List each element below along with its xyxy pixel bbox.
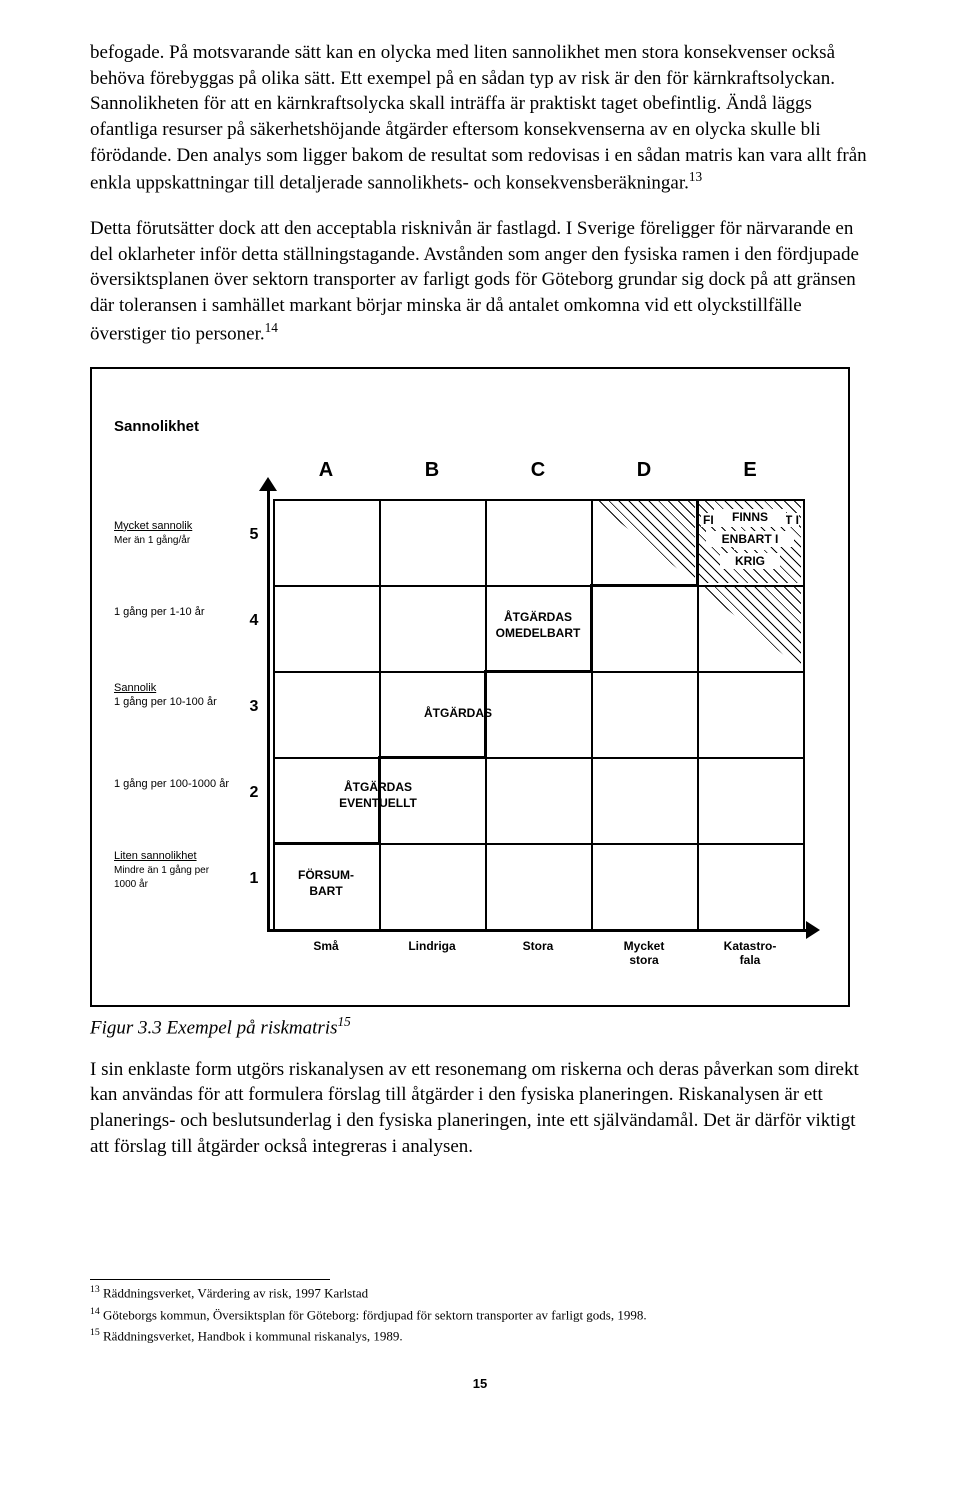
xlabel-2: Stora xyxy=(485,939,591,953)
risk-matrix-figure: Sannolikhet A B C D E Mycket sannolik Me… xyxy=(90,367,850,1007)
paragraph-2: Detta förutsätter dock att den acceptabl… xyxy=(90,216,870,347)
ylabel-5-head: Mycket sannolik xyxy=(114,520,192,532)
yaxis-title: Sannolikhet xyxy=(114,417,199,437)
paragraph-1-ref: 13 xyxy=(689,169,702,184)
ylabel-3: Sannolik 1 gång per 10-100 år xyxy=(114,681,234,710)
xlabel-1: Lindriga xyxy=(379,939,485,953)
ylabel-5-sub: Mer än 1 gång/år xyxy=(114,535,190,546)
ylabel-4: 1 gång per 1-10 år xyxy=(114,605,234,619)
paragraph-1: befogade. På motsvarande sätt kan en oly… xyxy=(90,40,870,196)
rownum-5: 5 xyxy=(244,524,264,546)
paragraph-2-ref: 14 xyxy=(265,320,278,335)
contour-line xyxy=(273,499,803,929)
footnote-15: 15 Räddningsverket, Handbok i kommunal r… xyxy=(90,1327,870,1345)
page-number: 15 xyxy=(90,1375,870,1393)
ylabel-4-sub: 1 gång per 1-10 år xyxy=(114,606,205,618)
figure-caption-text: Figur 3.3 Exempel på riskmatris xyxy=(90,1017,338,1038)
grid-vline xyxy=(267,489,270,929)
xlabel-3: Mycketstora xyxy=(591,939,697,968)
paragraph-3: I sin enklaste form utgörs riskanalysen … xyxy=(90,1057,870,1160)
footnote-14: 14 Göteborgs kommun, Översiktsplan för G… xyxy=(90,1306,870,1324)
ylabel-1: Liten sannolikhet Mindre än 1 gång per 1… xyxy=(114,849,234,892)
ylabel-2: 1 gång per 100-1000 år xyxy=(114,777,234,791)
figure-caption: Figur 3.3 Exempel på riskmatris15 xyxy=(90,1013,870,1041)
grid-vline xyxy=(803,499,805,929)
rownum-3: 3 xyxy=(244,696,264,718)
rownum-1: 1 xyxy=(244,868,264,890)
ylabel-2-sub: 1 gång per 100-1000 år xyxy=(114,778,229,790)
rownum-4: 4 xyxy=(244,610,264,632)
xlabel-0: Små xyxy=(273,939,379,953)
ylabel-3-sub: 1 gång per 10-100 år xyxy=(114,696,217,708)
grid-hline xyxy=(267,929,812,932)
xlabel-4: Katastro-fala xyxy=(697,939,803,968)
col-header-a: A xyxy=(273,457,379,484)
ylabel-1-head: Liten sannolikhet xyxy=(114,850,197,862)
figure-caption-ref: 15 xyxy=(338,1014,351,1029)
col-header-d: D xyxy=(591,457,697,484)
ylabel-3-head: Sannolik xyxy=(114,682,156,694)
ylabel-1-sub: Mindre än 1 gång per 1000 år xyxy=(114,865,209,890)
paragraph-1-text: befogade. På motsvarande sätt kan en oly… xyxy=(90,42,867,194)
footnote-13: 13 Räddningsverket, Värdering av risk, 1… xyxy=(90,1284,870,1302)
ylabel-5: Mycket sannolik Mer än 1 gång/år xyxy=(114,519,234,548)
rownum-2: 2 xyxy=(244,782,264,804)
col-header-b: B xyxy=(379,457,485,484)
col-header-c: C xyxy=(485,457,591,484)
paragraph-2-text: Detta förutsätter dock att den acceptabl… xyxy=(90,218,859,344)
col-header-e: E xyxy=(697,457,803,484)
footnote-rule xyxy=(90,1279,330,1280)
